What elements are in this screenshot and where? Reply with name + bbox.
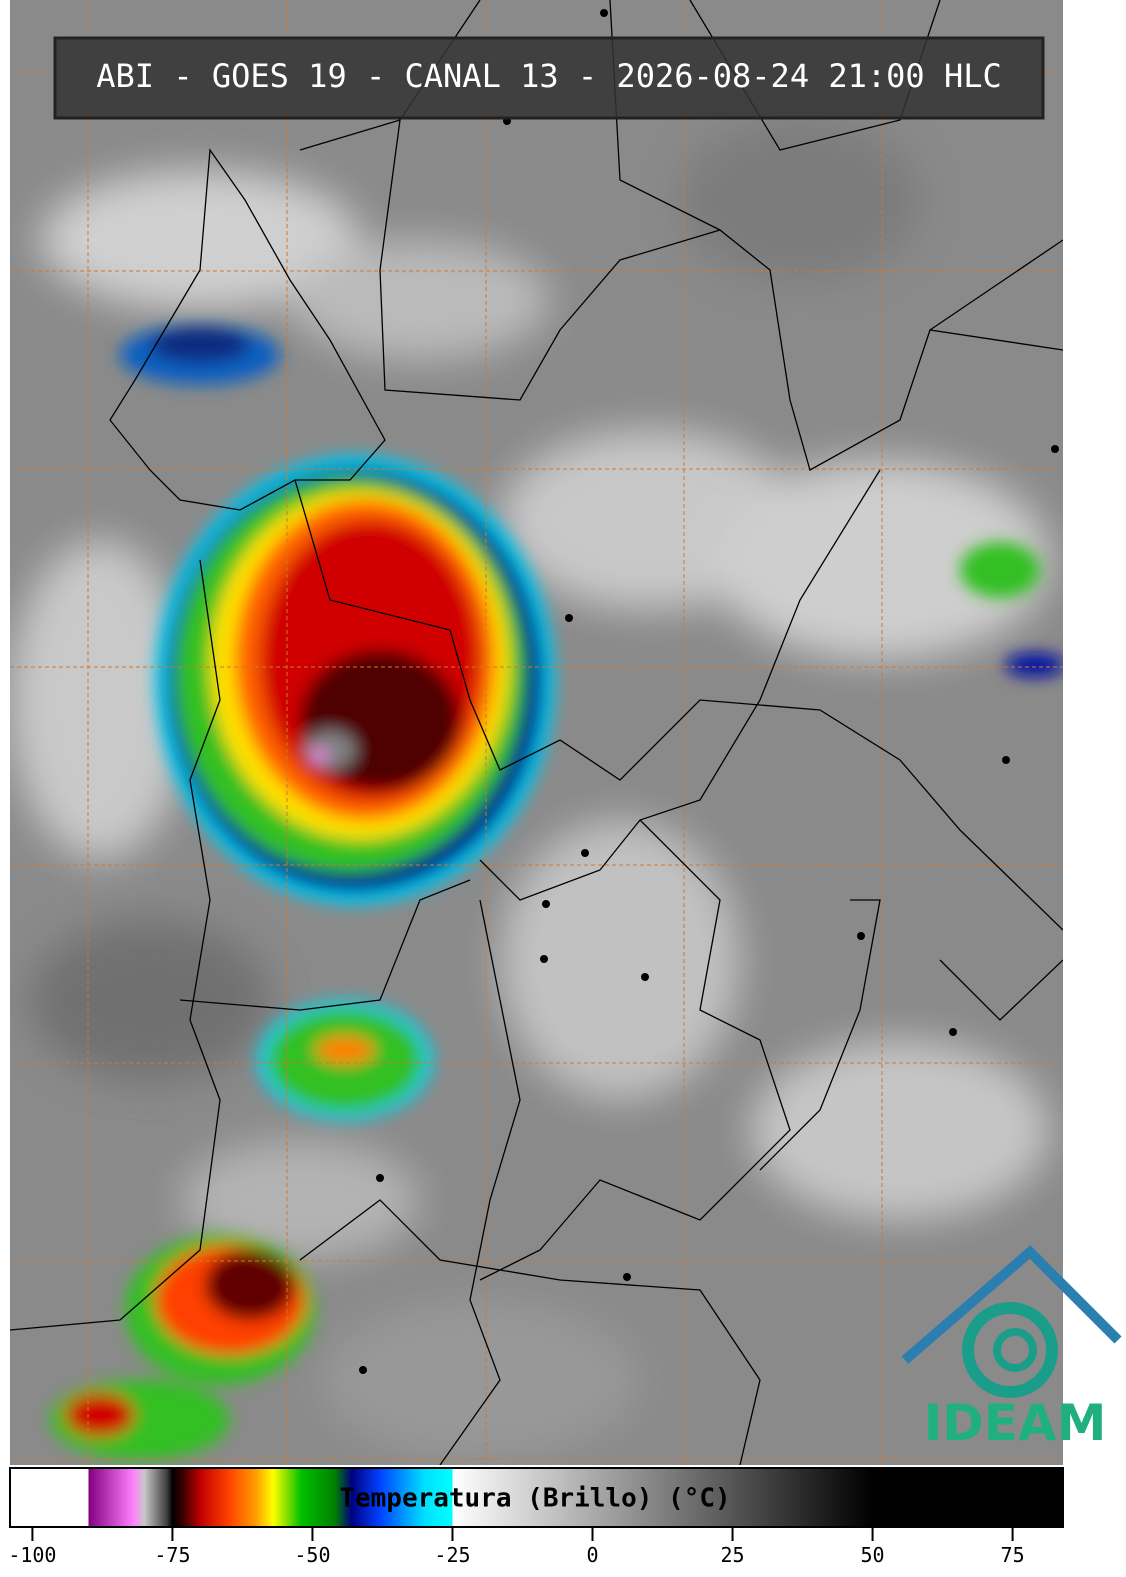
city-dots: [359, 9, 1059, 1374]
tick-label: 75: [1001, 1543, 1025, 1567]
tick-label: 50: [861, 1543, 885, 1567]
tick-label: 25: [720, 1543, 744, 1567]
title: ABI - GOES 19 - CANAL 13 - 2026-08-24 21…: [96, 57, 1001, 95]
title-box: [53, 36, 1045, 120]
logo-text: IDEAM: [924, 1394, 1107, 1452]
tick-label: -100: [8, 1543, 56, 1567]
tick-label: 0: [586, 1543, 598, 1567]
tick-label: -25: [434, 1543, 470, 1567]
admin-borders: [10, 0, 1063, 1465]
tick-label: -50: [294, 1543, 330, 1567]
tick-label: -75: [154, 1543, 190, 1567]
colorbar-ticks: -100 -75 -50 -25 0 25 50 75: [8, 1527, 1025, 1567]
colorbar-label: Temperatura (Brillo) (°C): [339, 1484, 730, 1514]
satellite-map: [10, 0, 1063, 1465]
colorbar: [9, 1467, 1064, 1528]
ideam-logo: IDEAM: [901, 1245, 1122, 1452]
